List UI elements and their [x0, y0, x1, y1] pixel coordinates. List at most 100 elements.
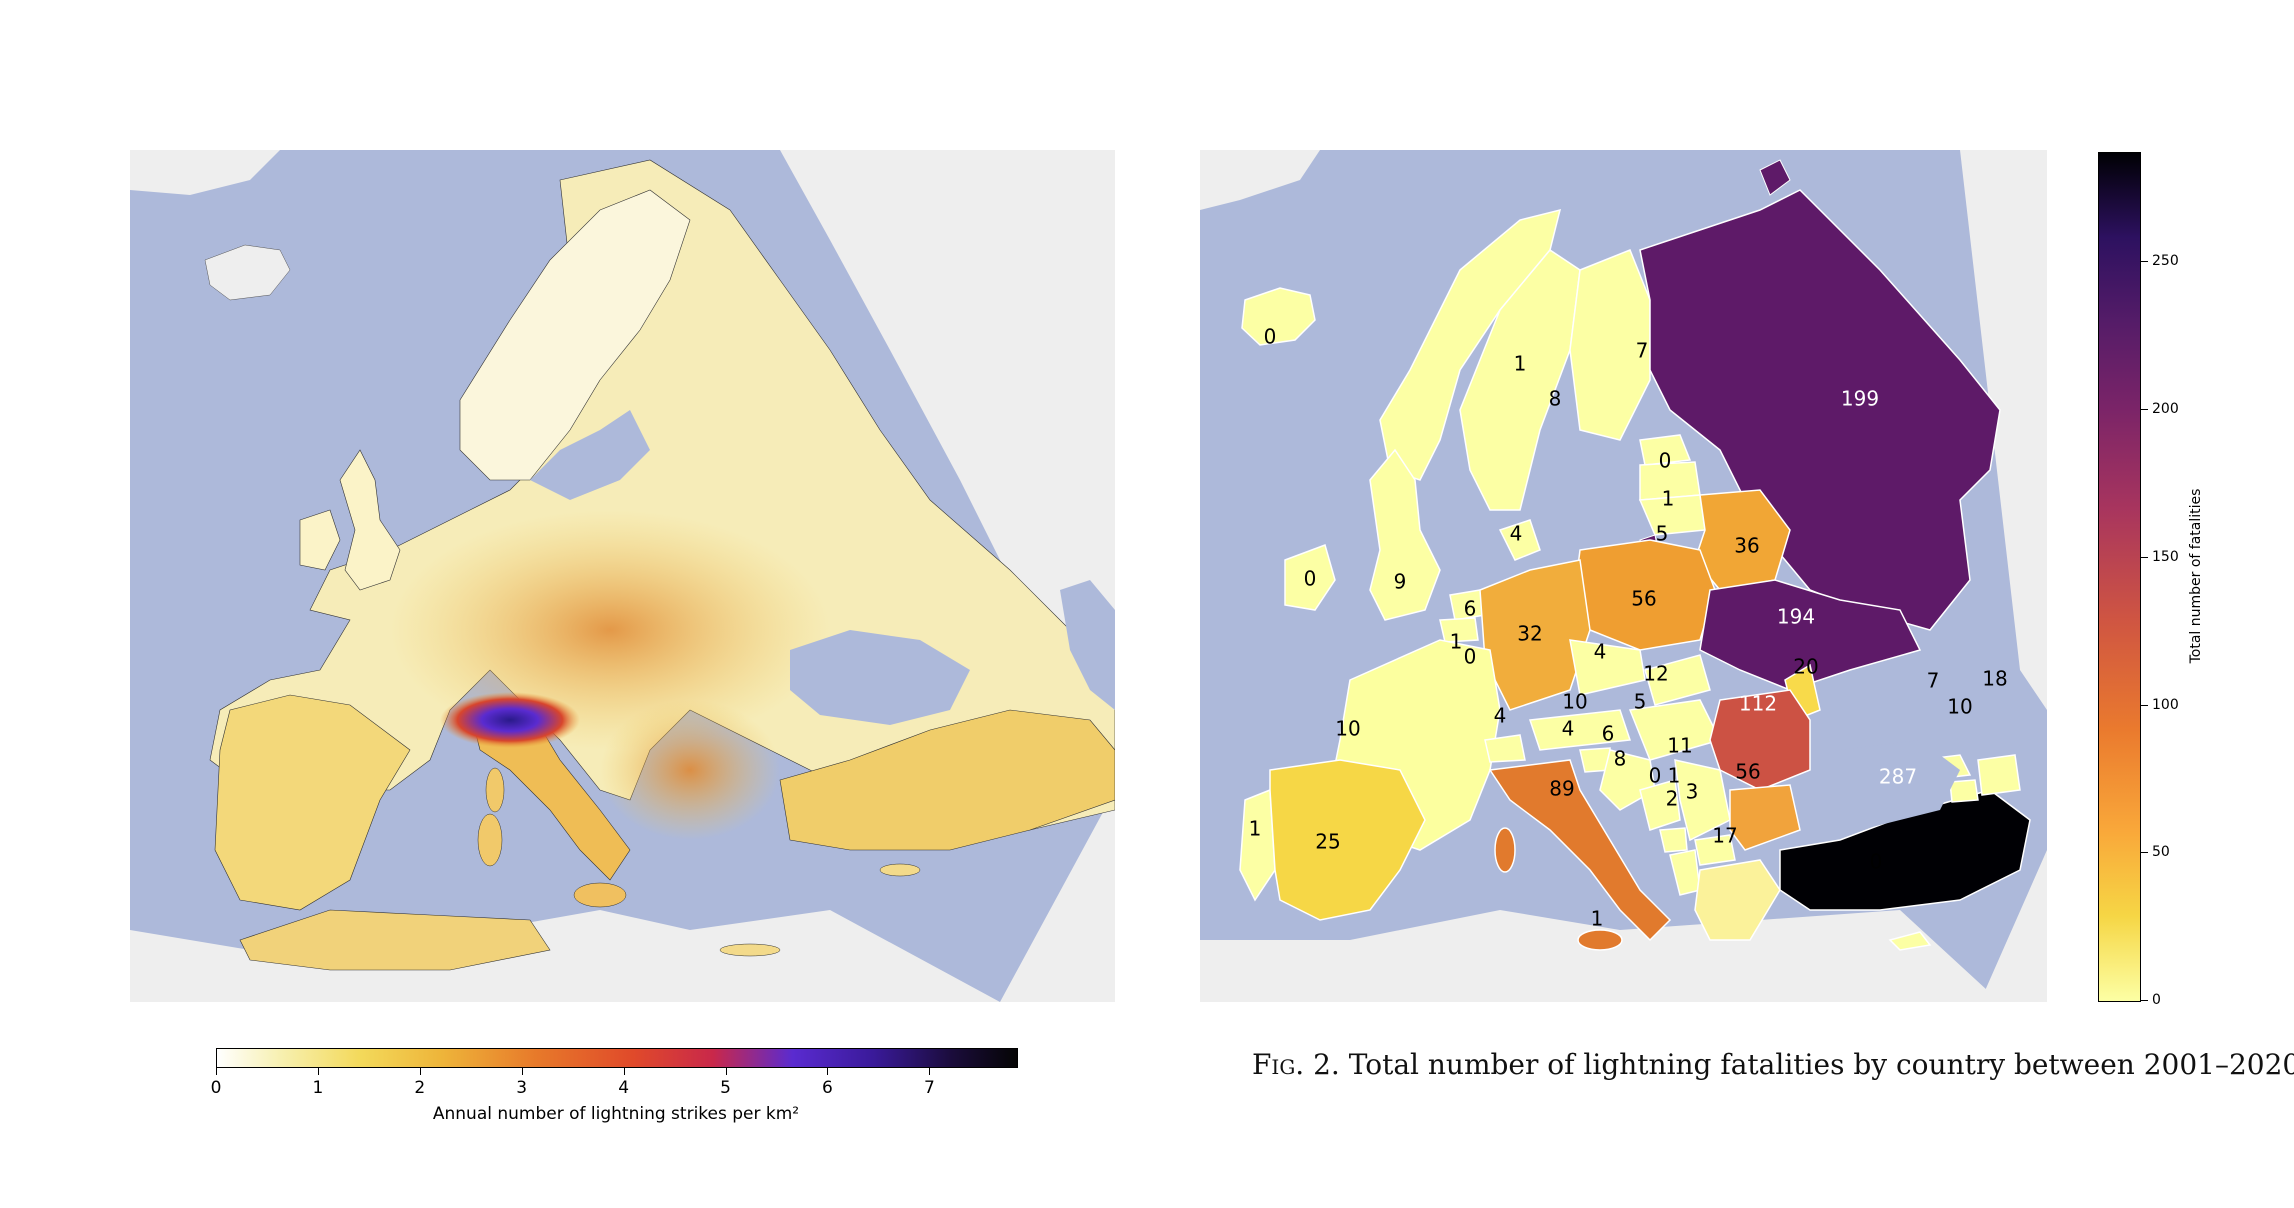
greenland-grey — [130, 150, 280, 195]
country-russia-novaya — [1759, 159, 1791, 196]
turkey-land — [779, 709, 1115, 851]
figure-caption-text: Total number of lightning fatalities by … — [1348, 1048, 2294, 1081]
black-sea — [1800, 740, 1960, 830]
fatality-label-bosnia: 8 — [1614, 747, 1627, 771]
sicily — [573, 882, 627, 908]
country-denmark — [1498, 519, 1541, 561]
country-ukraine — [1699, 579, 1922, 691]
fatality-label-uk: 9 — [1394, 570, 1407, 594]
iceland-shape — [204, 244, 291, 301]
country-belgium — [1439, 617, 1479, 643]
country-n-macedonia — [1694, 834, 1736, 866]
country-spain — [1269, 759, 1426, 921]
cyprus-left — [879, 863, 921, 877]
fatalities-colorbar — [2098, 152, 2141, 1002]
fatality-label-norway: 8 — [1549, 387, 1562, 411]
fatality-label-slovakia: 12 — [1643, 662, 1668, 686]
fatality-label-romania: 112 — [1739, 692, 1777, 716]
fatality-label-czechia: 4 — [1594, 640, 1607, 664]
lightning-colorbar-tick-label: 6 — [822, 1078, 833, 1098]
fatality-label-georgia: 7 — [1927, 669, 1940, 693]
fatality-label-spain: 25 — [1315, 830, 1340, 854]
lightning-colorbar-tick — [827, 1067, 829, 1075]
balkans-warm — [600, 700, 780, 840]
fatality-label-estonia: 0 — [1659, 449, 1672, 473]
fatalities-colorbar-tick-label: 50 — [2152, 844, 2170, 861]
country-russia — [1639, 189, 2001, 631]
lightning-colorbar-tick-label: 7 — [923, 1078, 935, 1098]
fatality-label-moldova: 20 — [1793, 655, 1818, 679]
country-romania — [1709, 689, 1811, 791]
fatalities-colorbar-tick-label: 150 — [2152, 548, 2179, 565]
fatality-label-croatia: 6 — [1602, 722, 1615, 746]
country-italy — [1488, 759, 1672, 942]
central-europe-warm — [390, 510, 830, 750]
east-grey — [1960, 150, 2047, 1002]
fatality-label-n-macedonia: 3 — [1686, 780, 1699, 804]
country-austria — [1528, 709, 1632, 751]
lightning-colorbar — [216, 1048, 1018, 1068]
figure-caption: Fig. 2. Total number of lightning fatali… — [1252, 1048, 2294, 1081]
country-bulgaria — [1729, 784, 1801, 851]
fatality-label-netherlands: 6 — [1464, 597, 1477, 621]
lightning-colorbar-tick — [929, 1067, 931, 1075]
africa-grey — [1200, 910, 2000, 1002]
fatality-label-ireland: 0 — [1304, 567, 1317, 591]
country-uk — [1369, 448, 1441, 621]
country-cyprus — [1888, 931, 1932, 951]
greenland-grey — [1200, 150, 1320, 210]
fatalities-colorbar-tick-label: 250 — [2152, 253, 2179, 270]
fatality-label-luxembourg: 0 — [1464, 645, 1477, 669]
fatality-label-bulgaria: 56 — [1735, 760, 1760, 784]
fatality-label-russia: 199 — [1841, 387, 1879, 411]
fatality-label-austria: 10 — [1562, 690, 1587, 714]
fatality-label-portugal: 1 — [1249, 817, 1262, 841]
lightning-density-map — [130, 150, 1115, 1002]
north-africa-land — [239, 909, 551, 971]
fatality-label-germany: 32 — [1517, 622, 1542, 646]
uk-land — [339, 449, 401, 591]
fatality-label-france: 10 — [1335, 717, 1360, 741]
fatality-label-montenegro: 0 — [1649, 764, 1662, 788]
lightning-colorbar-tick-label: 0 — [210, 1078, 222, 1098]
alps-hotspot — [440, 692, 580, 748]
italy-land — [469, 709, 631, 881]
country-ireland — [1284, 544, 1336, 611]
fatality-label-norway-a: 1 — [1514, 352, 1527, 376]
lightning-colorbar-tick-label: 4 — [618, 1078, 630, 1098]
black-sea — [790, 630, 970, 725]
country-sweden — [1459, 249, 1581, 511]
country-norway — [1379, 208, 1562, 481]
country-albania — [1669, 849, 1701, 896]
lightning-colorbar-tick-label: 1 — [312, 1078, 324, 1098]
fatality-label-ukraine: 194 — [1777, 605, 1815, 629]
caspian-sea — [1060, 580, 1115, 710]
fatality-label-albania: 2 — [1666, 787, 1679, 811]
lightning-colorbar-tick-label: 2 — [414, 1078, 426, 1098]
ireland-land — [299, 509, 341, 571]
crete — [719, 943, 781, 957]
country-estonia — [1639, 434, 1692, 466]
country-montenegro — [1659, 827, 1688, 853]
country-finland — [1569, 249, 1651, 441]
lightning-colorbar-tick — [419, 1067, 421, 1075]
country-azerbaijan — [1977, 754, 2021, 796]
scandinavia-land — [459, 189, 691, 481]
corsica — [485, 767, 505, 813]
baltic-sea — [530, 410, 650, 500]
country-switzerland — [1484, 734, 1526, 763]
country-slovakia — [1644, 654, 1711, 706]
fatalities-colorbar-tick — [2140, 409, 2148, 411]
sardinia — [477, 813, 503, 867]
fatality-label-malta: 1 — [1591, 907, 1604, 931]
fatalities-colorbar-tick — [2140, 1000, 2148, 1001]
fatalities-colorbar-tick — [2140, 704, 2148, 706]
fatality-label-latvia: 1 — [1662, 487, 1675, 511]
country-bosnia — [1639, 779, 1681, 831]
lightning-colorbar-label: Annual number of lightning strikes per k… — [432, 1104, 800, 1124]
country-italy-sardinia — [1494, 827, 1516, 873]
fatality-label-armenia: 10 — [1947, 695, 1972, 719]
lightning-colorbar-tick — [521, 1067, 523, 1075]
fatality-label-kosovo: 1 — [1668, 764, 1681, 788]
lightning-colorbar-tick — [623, 1067, 625, 1075]
